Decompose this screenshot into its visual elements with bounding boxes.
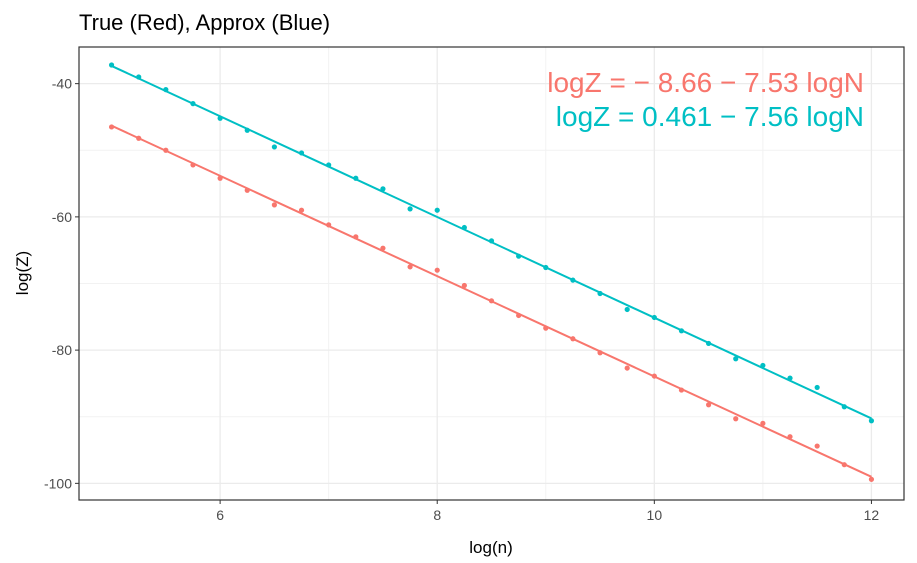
point-true: [326, 222, 332, 228]
point-true: [380, 245, 386, 251]
point-true: [760, 420, 766, 426]
point-true: [678, 387, 685, 393]
chart-title: True (Red), Approx (Blue): [79, 10, 330, 35]
point-approx: [760, 362, 766, 369]
point-true: [190, 162, 196, 168]
point-approx: [651, 314, 657, 321]
point-approx: [841, 404, 847, 410]
point-approx: [678, 328, 685, 334]
x-tick-label: 6: [216, 507, 224, 523]
x-axis: 6 8 10 12: [216, 500, 879, 523]
y-tick-label: -40: [52, 76, 72, 92]
point-approx: [787, 375, 793, 381]
point-true: [733, 416, 739, 422]
point-approx: [244, 127, 250, 133]
plot-panel: [79, 47, 904, 500]
point-approx: [868, 418, 875, 424]
x-axis-label: log(n): [469, 538, 512, 557]
equation-label-approx: logZ = 0.461 − 7.56 logN: [556, 101, 864, 132]
point-true: [488, 298, 495, 304]
point-approx: [570, 277, 576, 283]
point-true: [597, 350, 603, 356]
point-true: [814, 443, 820, 449]
y-axis: -100 -80 -60 -40: [44, 76, 79, 491]
y-axis-label: log(Z): [13, 251, 32, 295]
x-tick-label: 10: [647, 507, 663, 523]
point-approx: [353, 175, 359, 181]
point-approx: [380, 186, 386, 192]
point-true: [434, 267, 440, 273]
point-true: [706, 402, 712, 408]
y-tick-label: -60: [52, 209, 72, 225]
point-approx: [624, 306, 630, 313]
point-true: [651, 373, 657, 379]
point-true: [624, 365, 630, 371]
point-approx: [706, 340, 712, 347]
point-approx: [733, 356, 739, 362]
point-true: [244, 187, 250, 193]
point-true: [217, 175, 223, 181]
point-approx: [814, 384, 820, 391]
point-true: [570, 336, 576, 342]
point-approx: [136, 74, 142, 80]
point-approx: [271, 144, 277, 150]
plot-border: [78, 46, 905, 501]
point-approx: [516, 253, 522, 259]
point-true: [787, 434, 793, 440]
data-points: [108, 62, 875, 482]
point-true: [353, 234, 359, 240]
point-approx: [488, 238, 495, 244]
point-true: [461, 282, 467, 289]
point-true: [516, 312, 522, 319]
point-approx: [108, 62, 115, 68]
point-true: [407, 264, 413, 270]
point-true: [543, 325, 549, 331]
point-approx: [407, 206, 413, 212]
point-true: [136, 135, 142, 141]
point-true: [163, 147, 169, 153]
point-approx: [543, 264, 549, 271]
point-approx: [597, 290, 603, 297]
point-approx: [190, 101, 196, 107]
point-approx: [217, 115, 223, 121]
grid-minor: [79, 47, 904, 500]
y-tick-label: -80: [52, 342, 72, 358]
point-true: [298, 207, 305, 213]
point-approx: [298, 150, 305, 156]
x-tick-label: 12: [864, 507, 880, 523]
point-true: [841, 462, 847, 468]
point-true: [108, 124, 115, 130]
point-true: [868, 476, 875, 482]
point-approx: [163, 87, 169, 93]
grid-major: [79, 47, 904, 500]
y-tick-label: -100: [44, 475, 72, 491]
point-true: [271, 202, 277, 208]
x-tick-label: 8: [433, 507, 441, 523]
point-approx: [434, 207, 440, 213]
equation-label-true: logZ = − 8.66 − 7.53 logN: [547, 67, 864, 98]
point-approx: [461, 224, 467, 231]
point-approx: [326, 162, 332, 168]
